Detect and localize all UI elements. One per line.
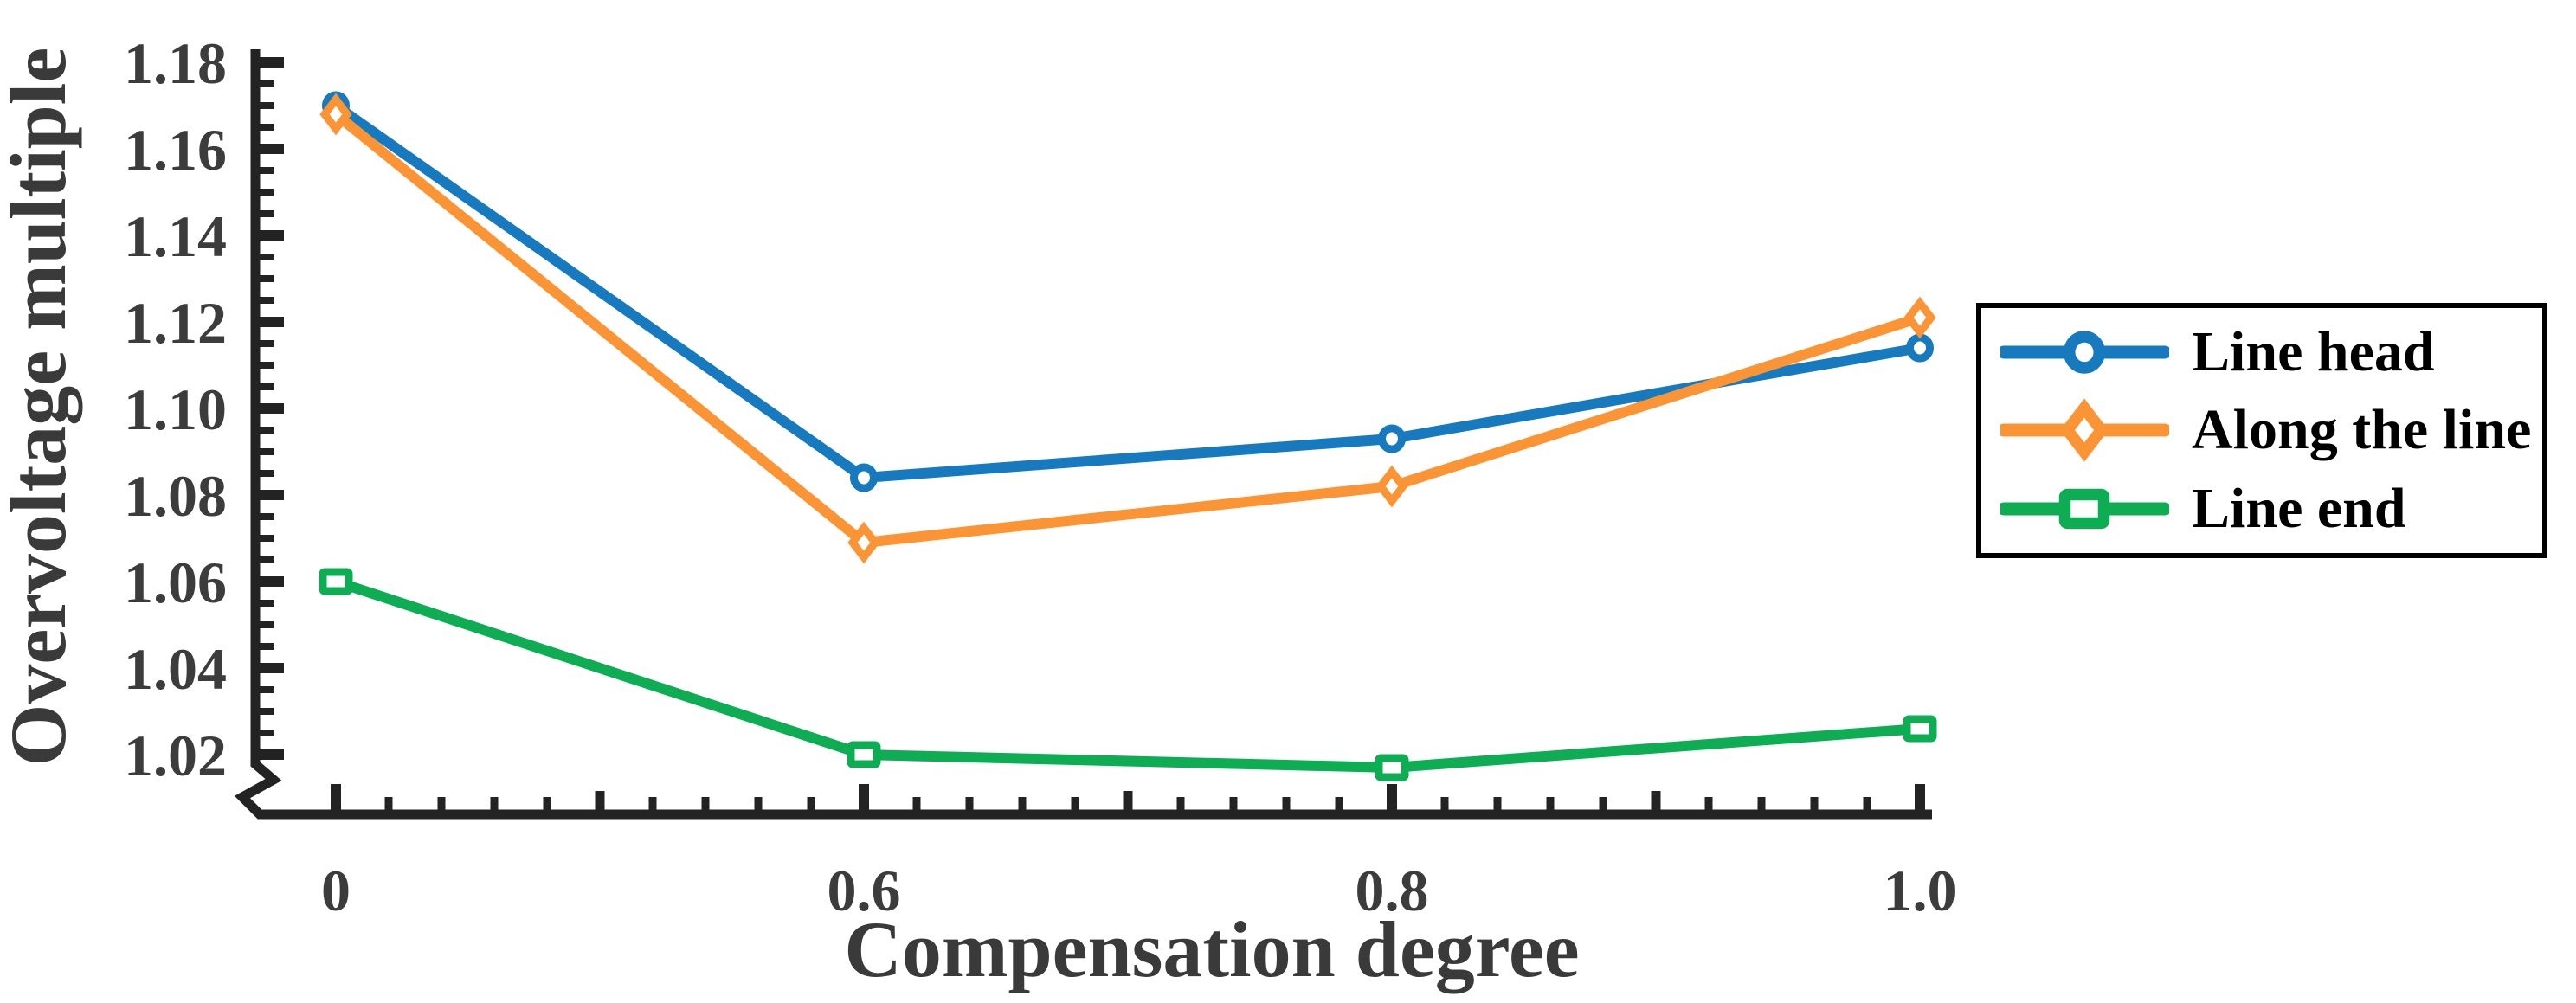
y-tick-label: 1.12 (124, 290, 227, 356)
legend-item-line-end: Line end (2000, 470, 2542, 548)
axes-with-break (234, 49, 1932, 820)
legend-marker-sample (2000, 488, 2169, 530)
legend-item-line-head: Line head (2000, 313, 2542, 391)
legend-item-along-the-line: Along the line (2000, 391, 2542, 469)
square-marker (2058, 488, 2110, 530)
square-marker (1903, 715, 1937, 743)
series-along-the-line (319, 93, 1936, 564)
y-tick-label: 1.18 (124, 30, 227, 96)
legend-marker-sample (2000, 331, 2169, 374)
series-line-end (319, 568, 1937, 781)
series-line (331, 100, 1925, 483)
x-tick-label: 0.8 (1356, 858, 1429, 923)
y-axis-ticks (258, 57, 284, 760)
legend-label: Along the line (2192, 398, 2532, 462)
y-tick-label: 1.04 (124, 636, 227, 702)
square-marker (1375, 754, 1409, 781)
legend-label: Line head (2192, 320, 2435, 384)
diamond-marker (2060, 398, 2109, 463)
circle-marker (1378, 424, 1406, 453)
circle-marker (2064, 331, 2105, 374)
series-line (331, 576, 1925, 773)
diamond-marker (1903, 296, 1936, 339)
x-axis-title: Compensation degree (844, 905, 1579, 993)
diamond-marker (1375, 465, 1408, 508)
legend: Line head Along the line Line end (1976, 303, 2547, 558)
y-axis-title: Overvoltage multiple (0, 48, 82, 766)
x-tick-label: 0.6 (828, 858, 901, 923)
x-tick-label: 1.0 (1884, 858, 1957, 923)
y-axis-tick-labels: 1.02 1.04 1.06 1.08 1.10 1.12 1.14 1.16 1.18 (124, 30, 227, 788)
diamond-marker (319, 93, 352, 136)
y-tick-label: 1.02 (124, 723, 227, 788)
y-tick-label: 1.08 (124, 463, 227, 529)
square-marker (319, 568, 353, 595)
x-axis-ticks (331, 784, 1925, 812)
legend-marker-sample (2000, 398, 2169, 463)
y-tick-label: 1.06 (124, 550, 227, 615)
diamond-marker (847, 521, 880, 564)
series-line-head (322, 91, 1934, 492)
x-tick-label: 0 (321, 858, 351, 923)
square-marker (847, 741, 881, 768)
y-tick-label: 1.10 (124, 376, 227, 442)
y-tick-label: 1.14 (124, 203, 227, 269)
x-axis-tick-labels: 0 0.6 0.8 1.0 (321, 858, 1957, 923)
legend-label: Line end (2192, 476, 2406, 540)
circle-marker (850, 463, 878, 492)
y-tick-label: 1.16 (124, 117, 227, 183)
series-line (331, 109, 1925, 548)
data-series (319, 91, 1937, 781)
circle-marker (1906, 333, 1934, 363)
